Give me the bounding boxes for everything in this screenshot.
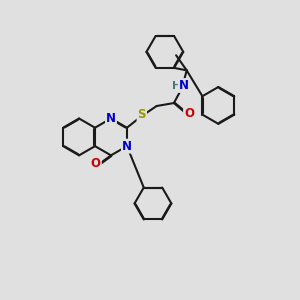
Text: S: S [137, 108, 146, 122]
Text: N: N [179, 79, 189, 92]
Text: O: O [91, 157, 101, 170]
Text: O: O [184, 106, 194, 120]
Text: N: N [106, 112, 116, 125]
Text: H: H [172, 80, 181, 91]
Text: N: N [122, 140, 132, 153]
